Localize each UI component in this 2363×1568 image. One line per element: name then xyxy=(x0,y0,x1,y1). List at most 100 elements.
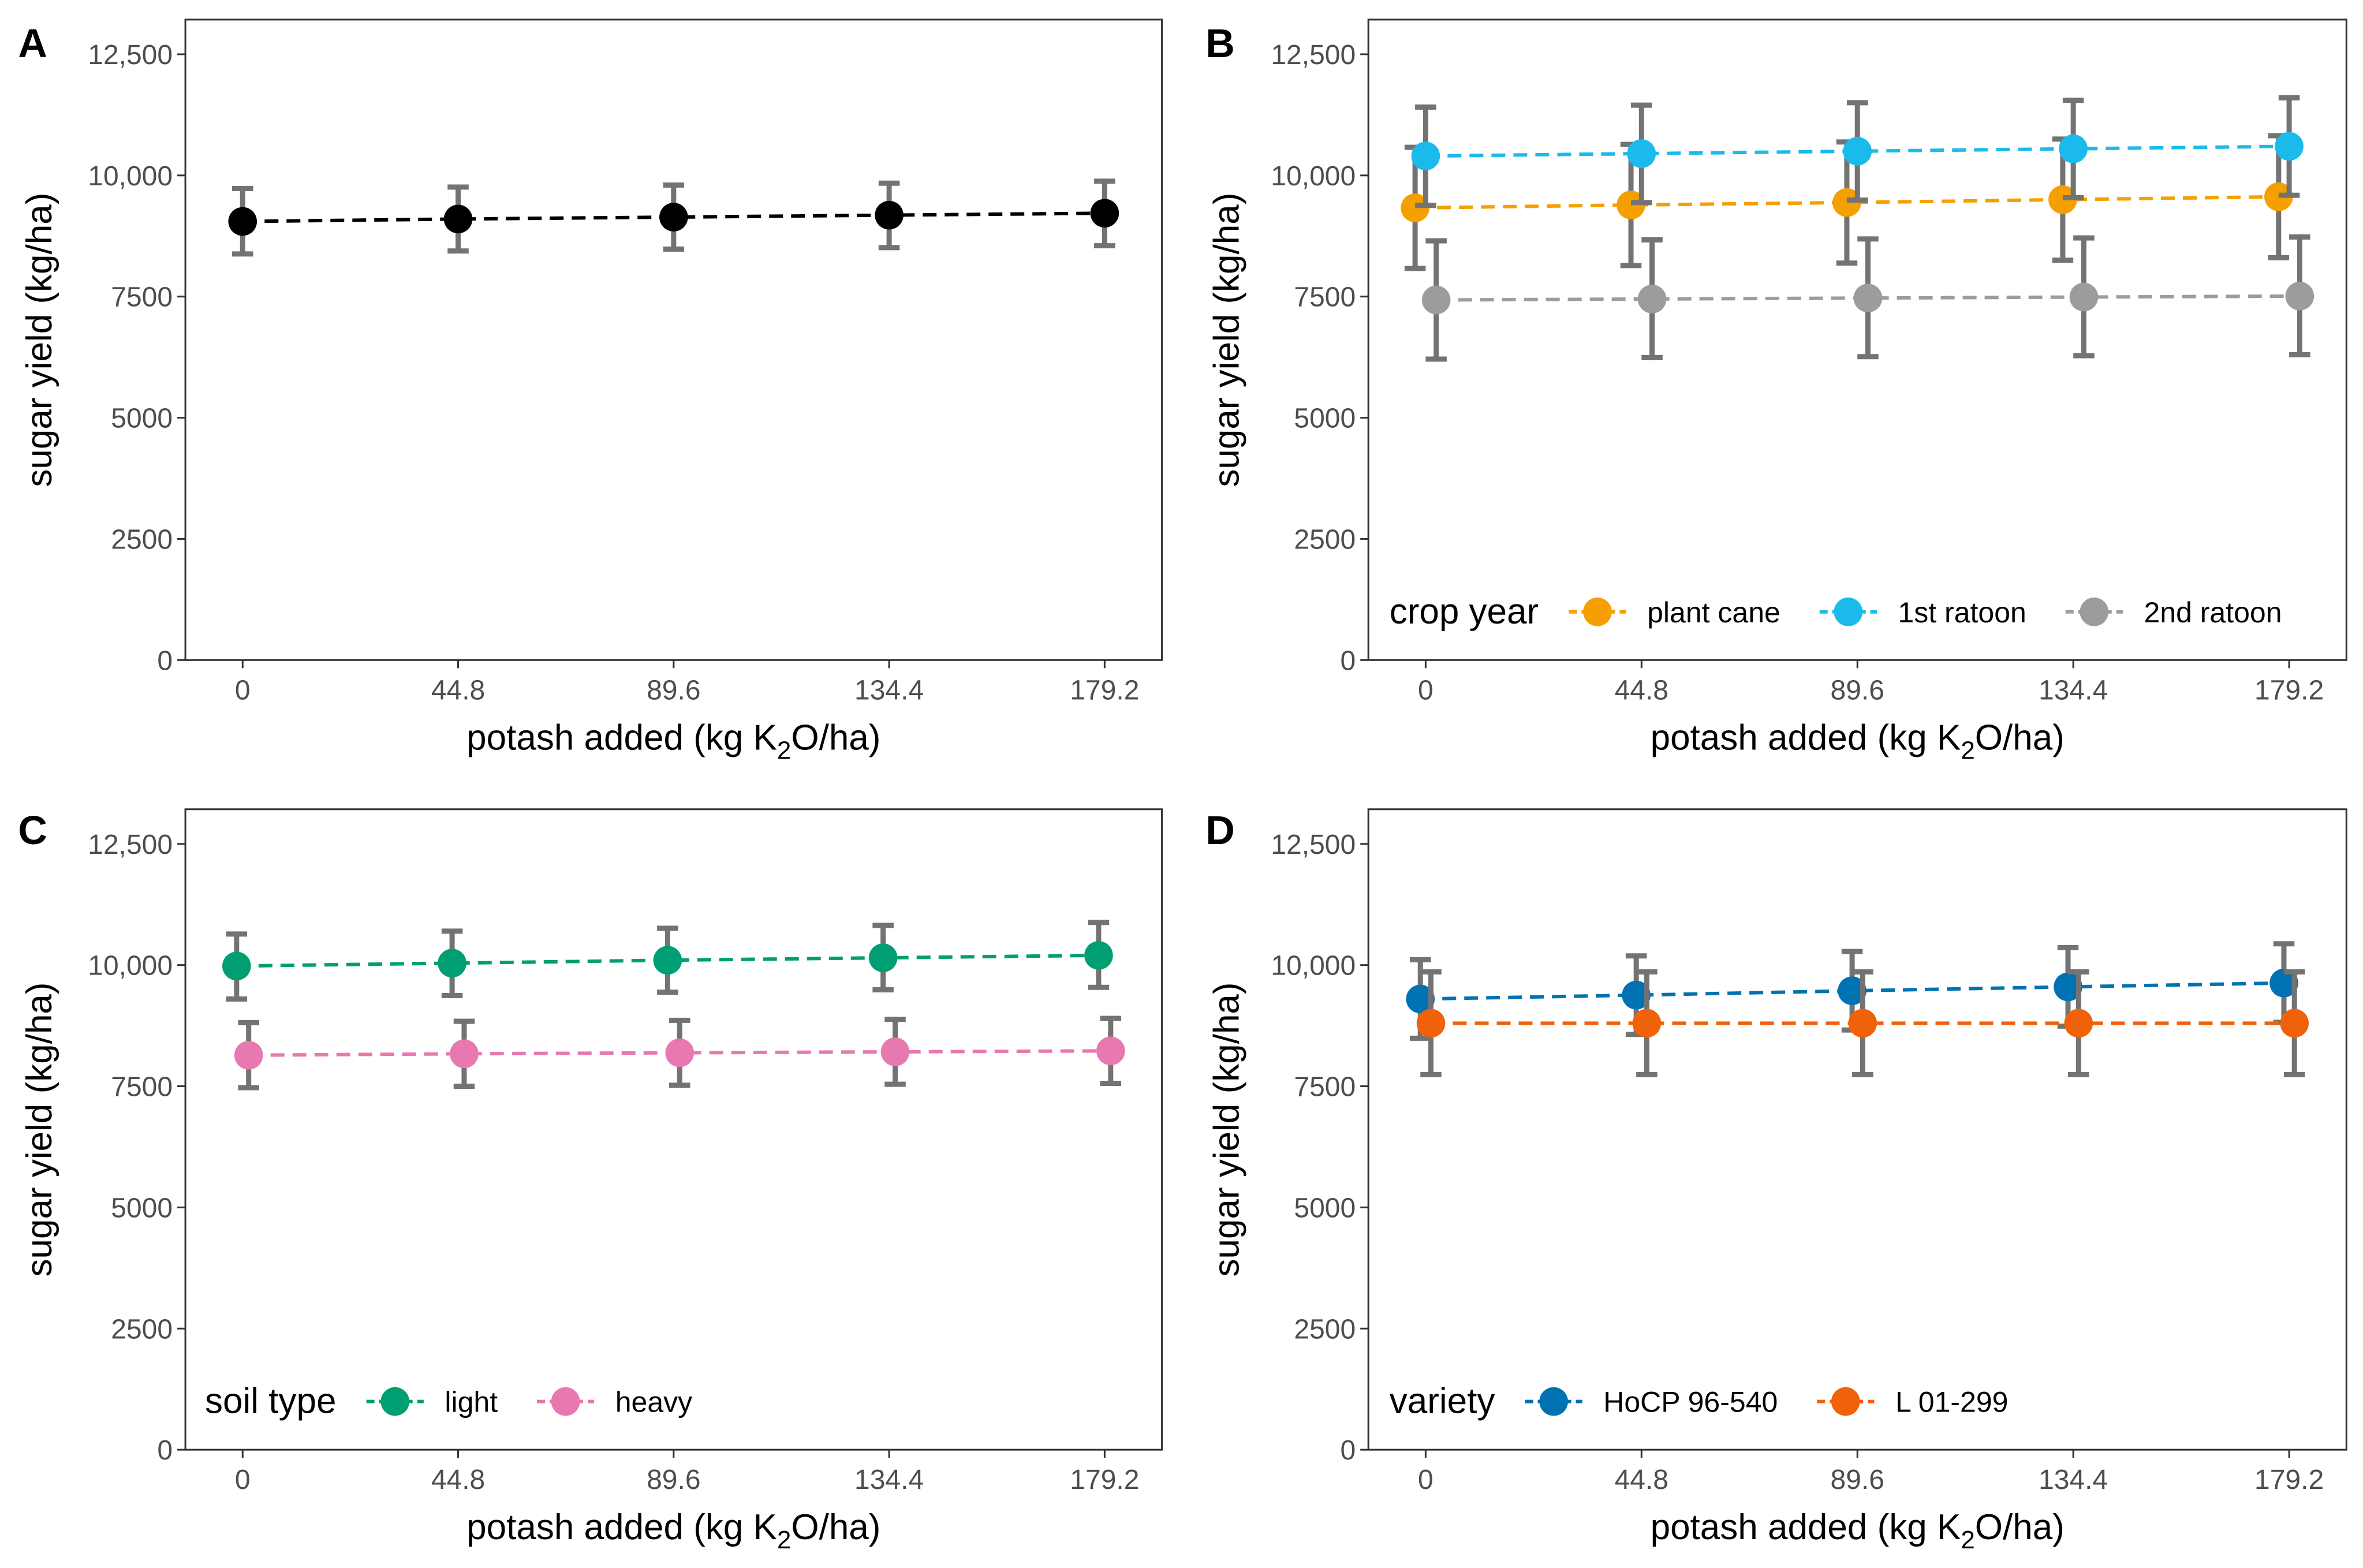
data-point xyxy=(2269,968,2298,998)
y-tick-label: 5000 xyxy=(1294,404,1356,434)
x-axis-title: potash added (kg K2O/ha) xyxy=(466,718,880,764)
legend-title: crop year xyxy=(1390,592,1539,632)
series-light xyxy=(222,920,1113,1002)
data-point xyxy=(1622,980,1651,1010)
panel-c: C 0 2500 5000 7500 10,000 12,500 0 44.8 89.6 134.4… xyxy=(18,808,1163,1554)
y-tick-label: 10,000 xyxy=(88,161,173,192)
legend-title: variety xyxy=(1390,1382,1495,1421)
x-tick-label: 179.2 xyxy=(1070,675,1139,705)
data-point xyxy=(1416,1009,1446,1038)
x-tick-label: 44.8 xyxy=(431,675,485,705)
y-tick-label: 7500 xyxy=(111,1072,173,1103)
y-tick-label: 10,000 xyxy=(1271,161,1356,192)
series-line xyxy=(242,211,1105,223)
legend-key-point xyxy=(1539,1387,1568,1416)
data-point xyxy=(875,200,904,230)
data-point xyxy=(1411,141,1440,171)
y-tick-label: 7500 xyxy=(1294,282,1356,313)
x-tick-label: 89.6 xyxy=(647,1465,700,1495)
panel-d: D 0 2500 5000 7500 10,000 12,500 0 44.8 89.6 134.4… xyxy=(1205,808,2347,1554)
legend: crop year plant cane 1st ratoon 2nd ratoon xyxy=(1390,592,2282,632)
legend-key-point xyxy=(1583,597,1612,626)
data-point xyxy=(868,943,898,972)
data-point xyxy=(1848,1009,1877,1038)
y-tick-label: 12,500 xyxy=(88,830,173,860)
x-tick-label: 44.8 xyxy=(1615,1465,1668,1495)
x-tick-label: 0 xyxy=(1418,675,1434,705)
series-1st-ratoon xyxy=(1411,95,2304,208)
data-point xyxy=(1096,1036,1125,1066)
y-tick-label: 12,500 xyxy=(88,40,173,70)
y-axis-title: sugar yield (kg/ha) xyxy=(20,982,59,1276)
legend: variety HoCP 96-540 L 01-299 xyxy=(1390,1382,2009,1421)
data-point xyxy=(2275,132,2304,161)
legend-label: heavy xyxy=(615,1386,692,1418)
data-point xyxy=(653,946,682,975)
y-tick-label: 2500 xyxy=(1294,1314,1356,1345)
series-line xyxy=(1425,144,2290,158)
series-2nd-ratoon xyxy=(1421,234,2315,362)
legend-key-point xyxy=(2080,597,2109,626)
y-tick-label: 12,500 xyxy=(1271,40,1356,70)
data-point xyxy=(1627,139,1656,168)
data-point xyxy=(1637,285,1667,313)
legend-label: 2nd ratoon xyxy=(2144,596,2282,629)
x-tick-label: 89.6 xyxy=(1831,1465,1884,1495)
data-point xyxy=(234,1041,263,1070)
data-point xyxy=(2064,1009,2093,1038)
panel-letter: C xyxy=(18,808,47,853)
y-tick-label: 7500 xyxy=(111,282,173,313)
y-tick-label: 2500 xyxy=(111,524,173,555)
legend-label: L 01-299 xyxy=(1895,1386,2009,1418)
panel-letter: D xyxy=(1205,808,1235,853)
panel-a: A 0 2500 5000 7500 10,000 12,500 0 44.8 89.6 134.4… xyxy=(18,18,1163,764)
series-overall xyxy=(228,178,1119,257)
series-line xyxy=(236,953,1099,968)
x-tick-label: 134.4 xyxy=(2039,1465,2108,1495)
y-axis-title: sugar yield (kg/ha) xyxy=(1207,982,1247,1276)
panel-border xyxy=(184,808,1163,1451)
x-axis-title: potash added (kg K2O/ha) xyxy=(466,1507,880,1554)
x-tick-label: 134.4 xyxy=(2039,675,2108,705)
x-tick-label: 0 xyxy=(1418,1465,1434,1495)
legend-label: HoCP 96-540 xyxy=(1603,1386,1778,1418)
data-point xyxy=(2285,282,2315,311)
data-point xyxy=(1838,976,1866,1005)
data-point xyxy=(665,1038,695,1067)
y-tick-label: 10,000 xyxy=(1271,951,1356,981)
series-line xyxy=(248,1049,1111,1057)
y-tick-label: 0 xyxy=(157,1435,173,1466)
x-tick-label: 89.6 xyxy=(647,675,700,705)
panel-b: B 0 2500 5000 7500 10,000 12,500 0 44.8 89.6 134.4… xyxy=(1205,18,2347,764)
x-tick-label: 89.6 xyxy=(1831,675,1884,705)
x-tick-label: 179.2 xyxy=(2254,675,2324,705)
legend-title: soil type xyxy=(205,1382,336,1421)
data-point xyxy=(880,1037,910,1066)
y-tick-label: 0 xyxy=(1340,645,1356,676)
series-heavy xyxy=(234,1016,1125,1091)
legend-label: plant cane xyxy=(1647,596,1780,629)
legend: soil type light heavy xyxy=(205,1382,692,1421)
legend-label: light xyxy=(445,1386,498,1418)
data-point xyxy=(2054,972,2082,1002)
x-axis-title: potash added (kg K2O/ha) xyxy=(1651,718,2065,764)
data-point xyxy=(1853,283,1883,313)
y-tick-label: 5000 xyxy=(111,1193,173,1223)
y-tick-label: 10,000 xyxy=(88,951,173,981)
legend-key-point xyxy=(380,1387,410,1416)
data-point xyxy=(2059,134,2088,163)
series-line xyxy=(1415,195,2279,210)
x-tick-label: 134.4 xyxy=(854,675,924,705)
series-line xyxy=(1420,981,2284,1001)
data-point xyxy=(1090,199,1119,228)
data-point xyxy=(2280,1009,2309,1038)
y-tick-label: 0 xyxy=(1340,1435,1356,1466)
y-tick-label: 2500 xyxy=(111,1314,173,1345)
panel-border xyxy=(1367,808,2347,1451)
y-tick-label: 12,500 xyxy=(1271,830,1356,860)
y-tick-label: 2500 xyxy=(1294,524,1356,555)
series-l-01-299 xyxy=(1416,969,2309,1077)
data-point xyxy=(438,949,466,978)
data-point xyxy=(222,951,251,981)
data-point xyxy=(450,1039,479,1069)
